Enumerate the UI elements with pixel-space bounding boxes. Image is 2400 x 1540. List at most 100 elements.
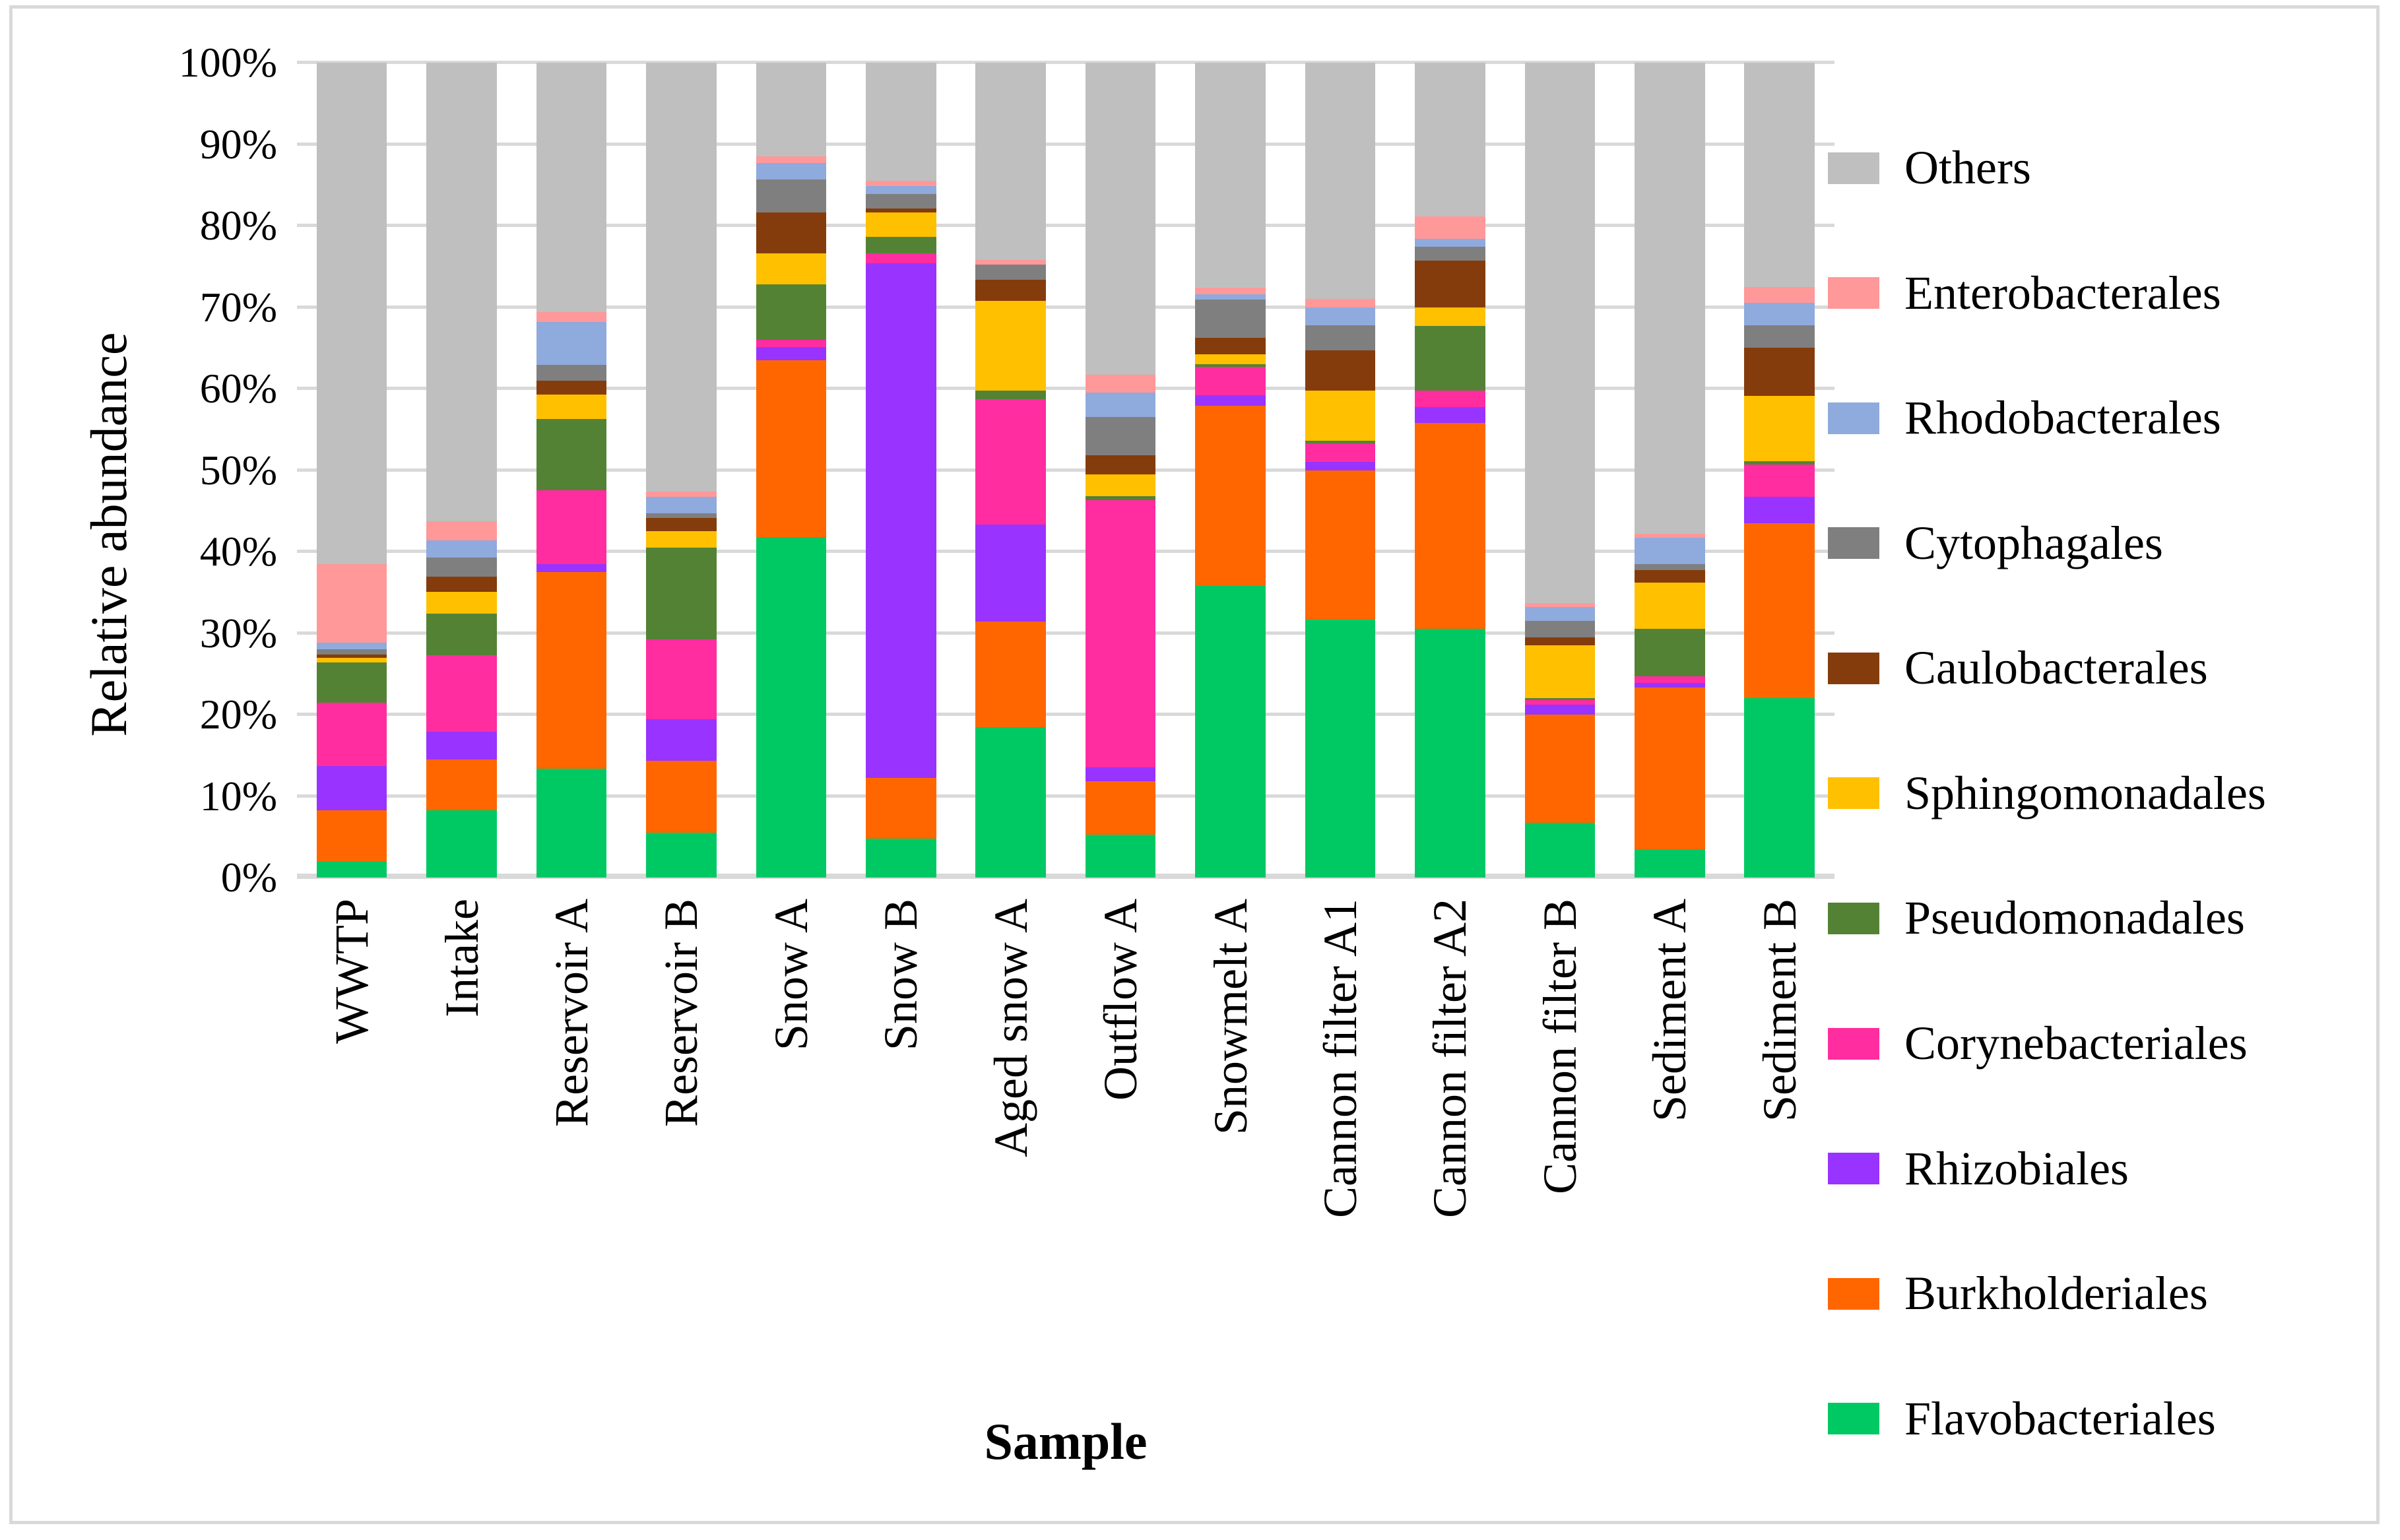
bar-segment-rhodobacterales: [1415, 238, 1485, 247]
legend-label-rhodobacterales: Rhodobacterales: [1904, 391, 2221, 445]
bar-segment-rhizobiales: [756, 347, 827, 360]
bar-segment-pseudomonadales: [426, 613, 497, 655]
x-axis-labels: WWTP Intake Reservoir A Reservoir B Snow A Sn…: [297, 899, 1834, 1407]
bar-segment-others: [756, 63, 827, 157]
bar-segment-burkholderiales: [866, 778, 936, 839]
legend-item-burkholderiales: Burkholderiales: [1828, 1267, 2389, 1320]
bar-segment-rhizobiales: [1195, 395, 1266, 406]
legend-swatch-sphingomonadales: [1828, 777, 1879, 810]
x-tick-label-sediment-b: Sediment B: [1753, 899, 1806, 1122]
bar-segment-burkholderiales: [1744, 523, 1815, 699]
bar-segment-others: [1085, 63, 1156, 375]
y-tick-label-20: 20%: [199, 691, 277, 738]
x-tick-label-snow-b: Snow B: [874, 899, 928, 1051]
bar-segment-cytophagales: [1524, 621, 1596, 637]
bar-segment-flavobacteriales: [1305, 619, 1376, 878]
bar-segment-rhodobacterales: [646, 497, 717, 514]
bar-segment-rhizobiales: [1305, 462, 1376, 470]
bar-segment-flavobacteriales: [1744, 698, 1815, 878]
bars-container: [297, 63, 1834, 878]
x-label-slot: Sediment A: [1615, 899, 1724, 1407]
legend-swatch-flavobacteriales: [1828, 1403, 1879, 1435]
bar-segment-rhizobiales: [536, 563, 607, 572]
bar-segment-burkholderiales: [536, 571, 607, 769]
bar-segment-pseudomonadales: [316, 662, 387, 703]
bar-segment-enterobacterales: [1635, 533, 1705, 538]
y-tick-label-100: 100%: [178, 39, 277, 86]
bar-segment-others: [1744, 63, 1815, 287]
bar-segment-caulobacterales: [1195, 338, 1266, 355]
bar-segment-pseudomonadales: [646, 547, 717, 640]
bar-segment-burkholderiales: [975, 622, 1046, 727]
bar-segment-others: [1635, 63, 1705, 534]
bar-slot: [956, 63, 1066, 878]
bar-segment-rhizobiales: [1635, 682, 1705, 688]
bar-segment-pseudomonadales: [1524, 698, 1596, 700]
bar-segment-rhodobacterales: [1744, 303, 1815, 325]
bar-segment-sphingomonadales: [646, 531, 717, 548]
bar-segment-corynebacteriales: [1415, 390, 1485, 408]
bar-segment-burkholderiales: [1195, 405, 1266, 586]
y-tick-label-80: 80%: [199, 202, 277, 249]
bar-segment-cytophagales: [975, 265, 1046, 280]
bar-segment-enterobacterales: [316, 563, 387, 643]
legend-label-pseudomonadales: Pseudomonadales: [1904, 891, 2245, 945]
gridline-0: [297, 874, 1834, 879]
bar-segment-enterobacterales: [1744, 286, 1815, 304]
y-tick-label-90: 90%: [199, 120, 277, 168]
bar-segment-flavobacteriales: [536, 768, 607, 878]
x-tick-label-outflow-a: Outflow A: [1094, 899, 1148, 1101]
legend-swatch-caulobacterales: [1828, 652, 1879, 684]
bar-wwtp: [316, 63, 387, 878]
bar-segment-caulobacterales: [536, 380, 607, 395]
bar-segment-rhodobacterales: [1635, 538, 1705, 564]
bar-segment-burkholderiales: [646, 761, 717, 833]
bar-segment-sphingomonadales: [1744, 396, 1815, 461]
bar-segment-corynebacteriales: [975, 399, 1046, 525]
bar-segment-caulobacterales: [646, 518, 717, 532]
legend-item-corynebacteriales: Corynebacteriales: [1828, 1017, 2389, 1070]
bar-segment-rhizobiales: [1085, 767, 1156, 782]
x-tick-label-cannon-filter-a1: Cannon filter A1: [1314, 899, 1367, 1218]
bar-slot: [1505, 63, 1615, 878]
bar-segment-caulobacterales: [866, 209, 936, 213]
bar-segment-corynebacteriales: [426, 655, 497, 732]
bar-outflow-a: [1085, 63, 1156, 878]
bar-slot: [1285, 63, 1395, 878]
gridline-100: [297, 61, 1834, 64]
bar-segment-others: [536, 63, 607, 312]
bar-segment-enterobacterales: [975, 259, 1046, 265]
x-label-slot: Snow A: [736, 899, 846, 1407]
bar-segment-enterobacterales: [426, 521, 497, 540]
x-label-slot: Snow B: [846, 899, 956, 1407]
bar-segment-rhizobiales: [866, 263, 936, 779]
x-label-slot: Reservoir A: [517, 899, 626, 1407]
bar-aged-snow-a: [975, 63, 1046, 878]
x-tick-label-intake: Intake: [435, 899, 488, 1017]
gridline-70: [297, 305, 1834, 309]
gridline-60: [297, 387, 1834, 390]
bar-segment-rhodobacterales: [536, 321, 607, 366]
bar-segment-cytophagales: [1305, 325, 1376, 351]
legend-label-burkholderiales: Burkholderiales: [1904, 1267, 2208, 1320]
x-tick-label-cannon-filter-a2: Cannon filter A2: [1423, 899, 1477, 1218]
bar-segment-cytophagales: [1085, 417, 1156, 456]
x-label-slot: Cannon filter B: [1505, 899, 1615, 1407]
bar-segment-burkholderiales: [1085, 781, 1156, 835]
bar-segment-enterobacterales: [1524, 602, 1596, 608]
bar-segment-enterobacterales: [536, 311, 607, 322]
bar-segment-corynebacteriales: [1524, 699, 1596, 705]
bar-segment-corynebacteriales: [536, 490, 607, 564]
bar-segment-burkholderiales: [756, 360, 827, 537]
bar-sediment-a: [1635, 63, 1705, 878]
legend-item-rhizobiales: Rhizobiales: [1828, 1142, 2389, 1195]
bar-segment-rhodobacterales: [756, 162, 827, 179]
bar-segment-cytophagales: [646, 513, 717, 519]
plot-area: [297, 61, 1834, 879]
bar-segment-flavobacteriales: [1415, 629, 1485, 878]
bar-segment-sphingomonadales: [1305, 390, 1376, 441]
bar-segment-pseudomonadales: [536, 418, 607, 491]
bar-segment-rhizobiales: [316, 765, 387, 810]
bar-segment-sphingomonadales: [1635, 582, 1705, 629]
legend: Others Enterobacterales Rhodobacterales Cyt…: [1828, 141, 2389, 1445]
